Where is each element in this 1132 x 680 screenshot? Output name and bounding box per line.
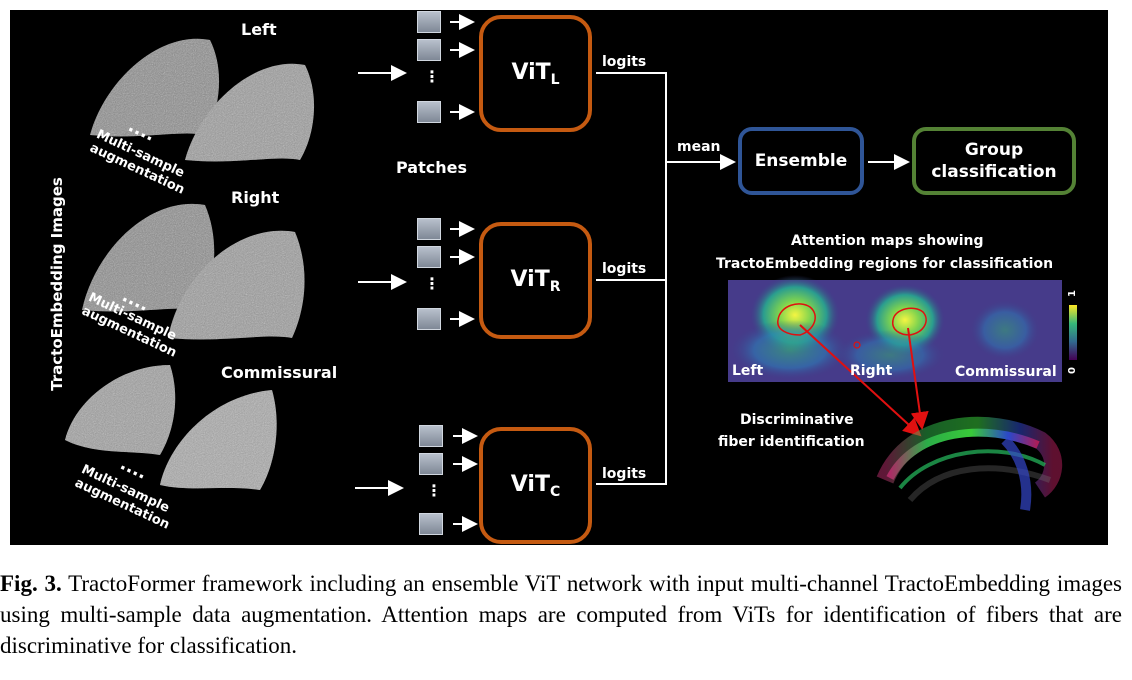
patch-comm-1 [419, 425, 443, 447]
attention-label-left: Left [732, 363, 764, 379]
attention-title-line1: Attention maps showing [791, 233, 984, 249]
group-label-line2: classification [931, 162, 1057, 182]
logits-connectors [596, 72, 910, 485]
patch-dots-right: ⋮ [424, 274, 440, 293]
input-image-right [82, 203, 305, 340]
attention-label-commissural: Commissural [955, 364, 1057, 380]
patch-left-2 [417, 39, 441, 61]
colorbar-min-label: 0 [1066, 367, 1078, 374]
attention-title-line2: TractoEmbedding regions for classificati… [716, 256, 1054, 272]
figure-panel: TractoEmbedding Images Left Right Commis… [10, 10, 1108, 545]
vit-commissural-sub: C [549, 483, 561, 500]
vit-left-sub: L [550, 71, 560, 88]
caption-fig-label: Fig. 3. [0, 571, 62, 596]
patch-dots-left: ⋮ [424, 67, 440, 86]
mean-label: mean [677, 139, 721, 155]
attention-label-right: Right [850, 363, 893, 379]
ensemble-label: Ensemble [754, 151, 848, 171]
group-label-line1: Group [964, 140, 1024, 160]
vit-right-box: ViTR [479, 222, 592, 339]
vit-right-sub: R [549, 278, 561, 295]
vit-left-label: ViT [511, 59, 551, 85]
diagram-graphics [65, 14, 1077, 532]
attention-maps [728, 275, 1077, 382]
logits-label-commissural: logits [602, 466, 647, 482]
discriminative-line1: Discriminative [740, 412, 854, 428]
patches-label: Patches [396, 158, 467, 177]
discriminative-line2: fiber identification [718, 434, 865, 450]
input-name-right: Right [231, 188, 280, 207]
patch-arrows [450, 14, 478, 532]
input-name-commissural: Commissural [221, 363, 338, 382]
vit-left-box: ViTL [479, 15, 592, 132]
fiber-tractography [876, 416, 1063, 511]
patch-right-2 [417, 246, 441, 268]
ensemble-box: Ensemble [738, 127, 864, 195]
group-classification-box: Group classification [912, 127, 1076, 195]
side-label: TractoEmbedding Images [47, 177, 66, 391]
colorbar-max-label: 1 [1066, 290, 1078, 297]
patch-comm-3 [419, 513, 443, 535]
vit-commissural-box: ViTC [479, 427, 592, 544]
patch-comm-2 [419, 453, 443, 475]
discriminative-arrows [799, 324, 929, 437]
input-name-left: Left [241, 20, 277, 39]
logits-label-right: logits [602, 261, 647, 277]
vit-right-label: ViT [510, 266, 550, 292]
patch-right-3 [417, 308, 441, 330]
patch-left-1 [417, 11, 441, 33]
input-image-left [90, 38, 315, 162]
patch-dots-commissural: ⋮ [426, 481, 442, 500]
logits-label-left: logits [602, 54, 647, 70]
caption-text: TractoFormer framework including an ense… [0, 571, 1122, 658]
patch-right-1 [417, 218, 441, 240]
figure-caption: Fig. 3. TractoFormer framework including… [0, 568, 1122, 661]
input-image-commissural [65, 365, 277, 490]
patch-left-3 [417, 101, 441, 123]
vit-commissural-label: ViT [510, 471, 550, 497]
